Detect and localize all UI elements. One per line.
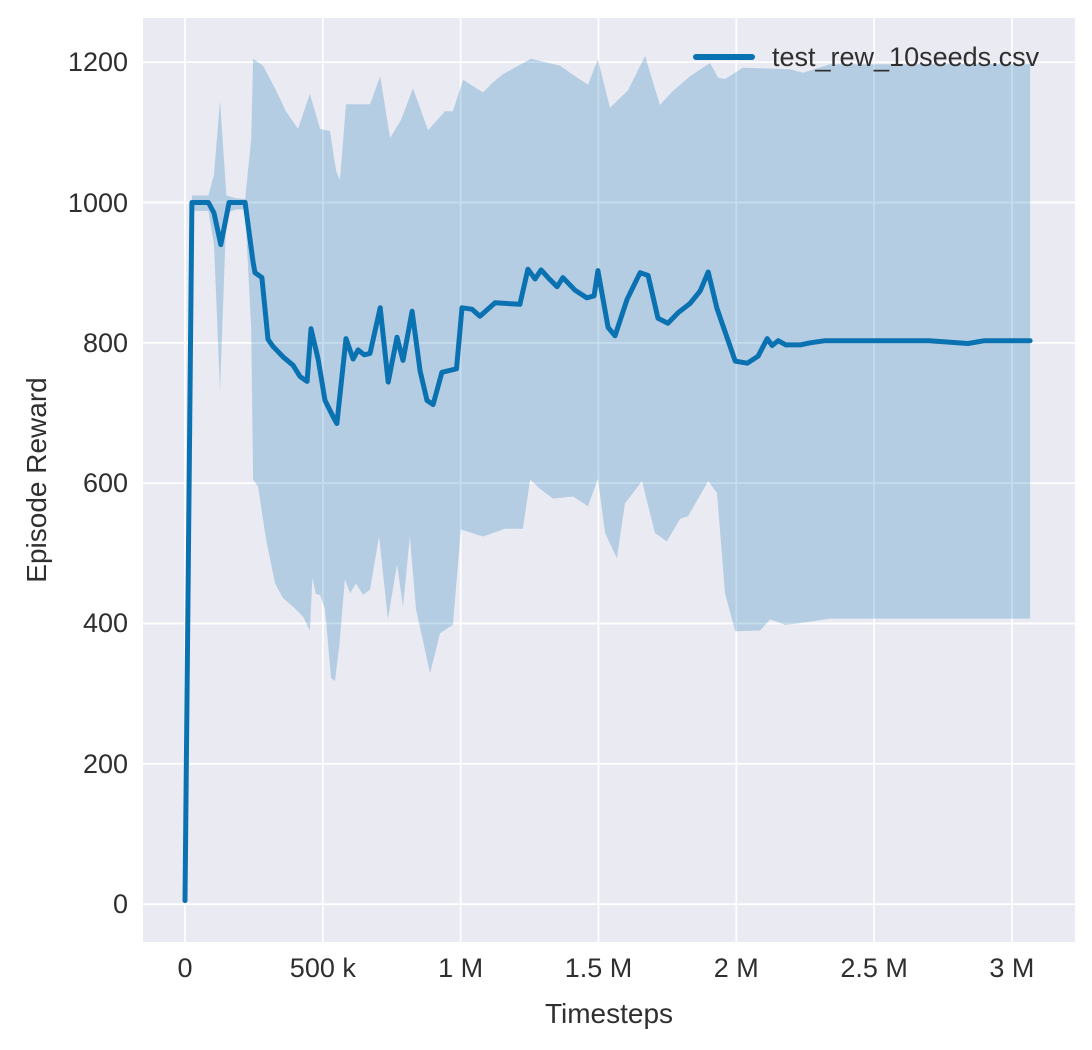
y-tick-label: 200 xyxy=(82,748,128,779)
y-tick-label: 400 xyxy=(82,608,128,639)
mean-line xyxy=(182,200,1033,904)
x-tick-label: 2 M xyxy=(713,953,759,983)
legend: test_rew_10seeds.csv xyxy=(693,42,1039,72)
axes-background xyxy=(143,18,1075,942)
y-tick-label: 600 xyxy=(82,468,128,499)
x-tick-label: 3 M xyxy=(989,953,1035,983)
x-tick-label: 1 M xyxy=(438,953,484,983)
x-tick-label: 0 xyxy=(177,953,193,983)
y-tick-label: 800 xyxy=(82,327,128,358)
y-axis-label: Episode Reward xyxy=(21,377,52,583)
x-tick-label: 1.5 M xyxy=(564,953,633,983)
x-tick-label: 2.5 M xyxy=(840,953,908,983)
x-axis-label: Timesteps xyxy=(544,998,674,1029)
y-tick-label: 0 xyxy=(112,889,128,920)
y-tick-label: 1000 xyxy=(67,187,128,218)
confidence-band xyxy=(185,55,1031,902)
legend-label: test_rew_10seeds.csv xyxy=(772,41,1040,72)
x-tick-label: 500 k xyxy=(289,953,356,983)
y-tick-label: 1200 xyxy=(67,47,128,78)
legend-line-swatch xyxy=(693,54,755,60)
